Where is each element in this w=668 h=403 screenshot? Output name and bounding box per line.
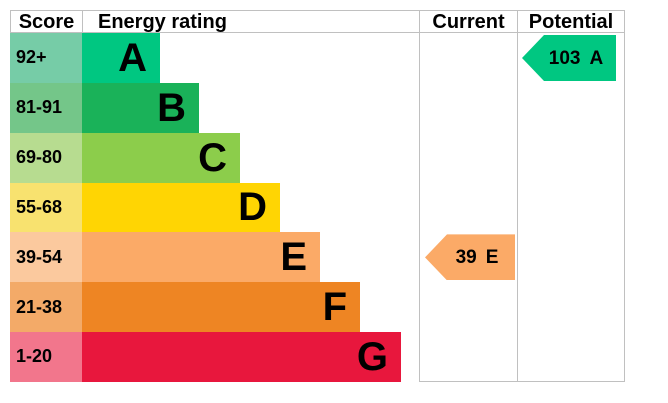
energy-band-bar-b: B (82, 82, 199, 133)
header-row: Score Energy rating Current Potential (10, 10, 625, 33)
band-row-b: 81-91 B (10, 82, 419, 133)
header-potential: Potential (517, 10, 625, 33)
energy-band-bar-a: A (82, 33, 160, 83)
band-row-g: 1-20 G (10, 332, 419, 382)
score-range-d: 55-68 (10, 182, 82, 233)
band-row-c: 69-80 C (10, 132, 419, 183)
score-range-b: 81-91 (10, 82, 82, 133)
chart-body: 92+ A 81-91 B 69-80 C 55-68 D 39-54 E (10, 33, 625, 382)
band-row-e: 39-54 E (10, 232, 419, 283)
potential-score-value: 103 (548, 47, 581, 69)
band-row-d: 55-68 D (10, 182, 419, 233)
band-row-a: 92+ A (10, 33, 419, 83)
current-score-value: 39 (455, 246, 477, 268)
score-range-e: 39-54 (10, 232, 82, 283)
energy-band-bar-e: E (82, 232, 320, 283)
energy-band-bar-f: F (82, 282, 360, 333)
potential-band-letter: A (589, 47, 604, 69)
current-arrow: 39 E (425, 234, 515, 281)
potential-arrow: 103 A (522, 35, 616, 81)
score-range-g: 1-20 (10, 332, 82, 382)
energy-band-bar-d: D (82, 182, 280, 233)
energy-bands: 92+ A 81-91 B 69-80 C 55-68 D 39-54 E (10, 33, 419, 382)
potential-column: 103 A (517, 33, 625, 382)
energy-band-bar-c: C (82, 132, 240, 183)
epc-table: Score Energy rating Current Potential 92… (10, 10, 625, 382)
current-column: 39 E (419, 33, 517, 382)
header-current: Current (419, 10, 517, 33)
score-range-f: 21-38 (10, 282, 82, 333)
energy-band-bar-g: G (82, 332, 401, 382)
header-energy-rating: Energy rating (82, 10, 419, 33)
header-score: Score (10, 10, 82, 33)
band-row-f: 21-38 F (10, 282, 419, 333)
current-band-letter: E (485, 246, 499, 268)
score-range-a: 92+ (10, 33, 82, 83)
score-range-c: 69-80 (10, 132, 82, 183)
